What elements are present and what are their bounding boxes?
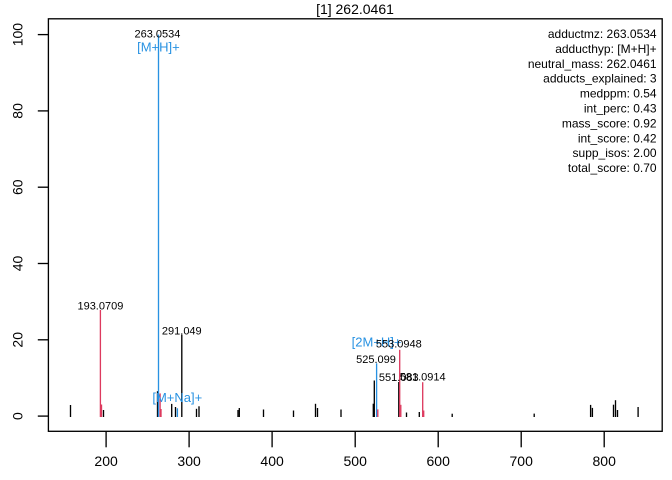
svg-text:553.0948: 553.0948 xyxy=(376,338,422,350)
svg-text:193.0709: 193.0709 xyxy=(77,301,123,313)
svg-text:0: 0 xyxy=(10,412,26,420)
svg-text:291.049: 291.049 xyxy=(162,325,202,337)
svg-text:neutral_mass: 262.0461: neutral_mass: 262.0461 xyxy=(528,57,657,71)
svg-text:500: 500 xyxy=(344,453,368,469)
svg-text:400: 400 xyxy=(260,453,284,469)
svg-text:supp_isos: 2.00: supp_isos: 2.00 xyxy=(573,146,657,160)
svg-text:[M+Na]+: [M+Na]+ xyxy=(152,390,202,405)
svg-text:mass_score: 0.92: mass_score: 0.92 xyxy=(562,116,657,130)
svg-text:adductmz: 263.0534: adductmz: 263.0534 xyxy=(548,27,657,41)
svg-text:80: 80 xyxy=(10,103,26,119)
svg-text:263.0534: 263.0534 xyxy=(134,29,180,41)
svg-text:551.083: 551.083 xyxy=(379,372,419,384)
svg-text:20: 20 xyxy=(10,332,26,348)
svg-text:600: 600 xyxy=(427,453,451,469)
svg-text:60: 60 xyxy=(10,179,26,195)
svg-text:medppm: 0.54: medppm: 0.54 xyxy=(580,87,657,101)
svg-text:[1] 262.0461: [1] 262.0461 xyxy=(316,1,394,17)
svg-text:200: 200 xyxy=(94,453,118,469)
svg-text:40: 40 xyxy=(10,256,26,272)
svg-text:adducts_explained: 3: adducts_explained: 3 xyxy=(543,72,657,86)
svg-text:[2M+H]+: [2M+H]+ xyxy=(352,334,402,349)
svg-text:int_perc: 0.43: int_perc: 0.43 xyxy=(584,102,657,116)
svg-text:adducthyp: [M+H]+: adducthyp: [M+H]+ xyxy=(555,42,656,56)
svg-text:100: 100 xyxy=(10,23,26,47)
svg-text:525.099: 525.099 xyxy=(356,354,396,366)
svg-text:int_score: 0.42: int_score: 0.42 xyxy=(578,131,657,145)
svg-text:800: 800 xyxy=(593,453,617,469)
svg-text:total_score: 0.70: total_score: 0.70 xyxy=(568,161,657,175)
svg-text:300: 300 xyxy=(177,453,201,469)
svg-text:581.0914: 581.0914 xyxy=(400,371,446,383)
svg-text:[M+H]+: [M+H]+ xyxy=(137,40,180,55)
svg-text:700: 700 xyxy=(510,453,534,469)
